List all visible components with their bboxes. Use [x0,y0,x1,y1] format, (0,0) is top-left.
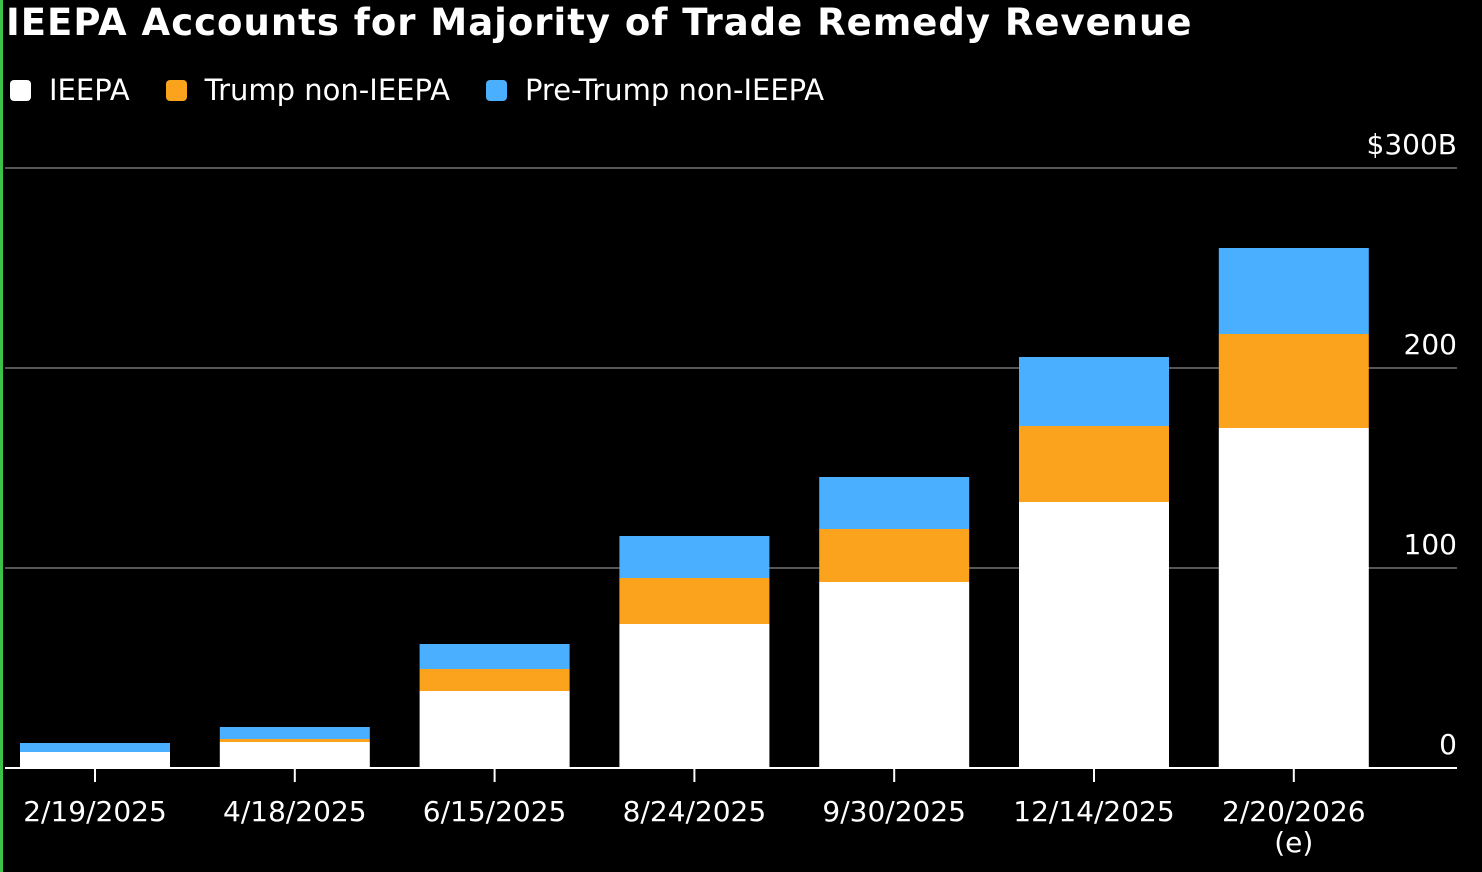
bar-pre-trump-non-ieepa [219,727,370,739]
legend-item-ieepa: IEEPA [10,73,130,107]
bar-ieepa [419,691,570,768]
bar-pre-trump-non-ieepa [1019,357,1169,426]
x-tick-label: 2/19/2025 [23,795,167,828]
chart-title: IEEPA Accounts for Majority of Trade Rem… [6,1,1193,44]
x-tick-label: 12/14/2025 [1013,795,1174,828]
legend-item-trump-non-ieepa: Trump non-IEEPA [165,73,450,107]
x-tick-label: 8/24/2025 [623,795,767,828]
legend-swatch-ieepa [10,79,31,101]
y-tick-label: 100 [1404,528,1457,561]
x-tick-label: 2/20/2026 [1222,795,1366,828]
legend-label-pre-trump-non-ieepa: Pre-Trump non-IEEPA [524,73,825,107]
legend-label-ieepa: IEEPA [49,73,130,107]
bar-pre-trump-non-ieepa [619,536,770,578]
bar-pre-trump-non-ieepa [1218,248,1369,334]
legend-label-trump-non-ieepa: Trump non-IEEPA [204,73,450,107]
legend-item-pre-trump-non-ieepa: Pre-Trump non-IEEPA [485,73,825,107]
bar-pre-trump-non-ieepa [819,477,970,529]
legend-swatch-pre-trump-non-ieepa [485,79,507,101]
x-tick-label: 6/15/2025 [423,795,567,828]
y-tick-label: 200 [1404,328,1457,361]
x-tick-label: 9/30/2025 [822,795,966,828]
bar-pre-trump-non-ieepa [419,644,570,669]
bar-trump-non-ieepa [619,578,770,624]
bar-pre-trump-non-ieepa [20,743,170,752]
legend-swatch-trump-non-ieepa [165,79,187,101]
bar-ieepa [1019,502,1169,768]
x-tick-label: 4/18/2025 [223,795,367,828]
legend: IEEPA Trump non-IEEPA Pre-Trump non-IEEP… [10,72,860,108]
bar-trump-non-ieepa [219,739,370,742]
bar-ieepa [1218,428,1369,768]
bar-trump-non-ieepa [819,529,970,582]
bar-trump-non-ieepa [1218,334,1369,428]
bar-ieepa [619,624,770,768]
bar-ieepa [819,582,970,768]
y-tick-label: $300B [1367,128,1457,161]
bar-ieepa [219,742,370,768]
bar-ieepa [20,752,170,768]
bar-trump-non-ieepa [1019,426,1169,502]
bar-trump-non-ieepa [419,669,570,691]
x-tick-sublabel: (e) [1274,826,1313,859]
y-tick-label: 0 [1439,728,1457,761]
left-accent-bar [0,0,3,872]
